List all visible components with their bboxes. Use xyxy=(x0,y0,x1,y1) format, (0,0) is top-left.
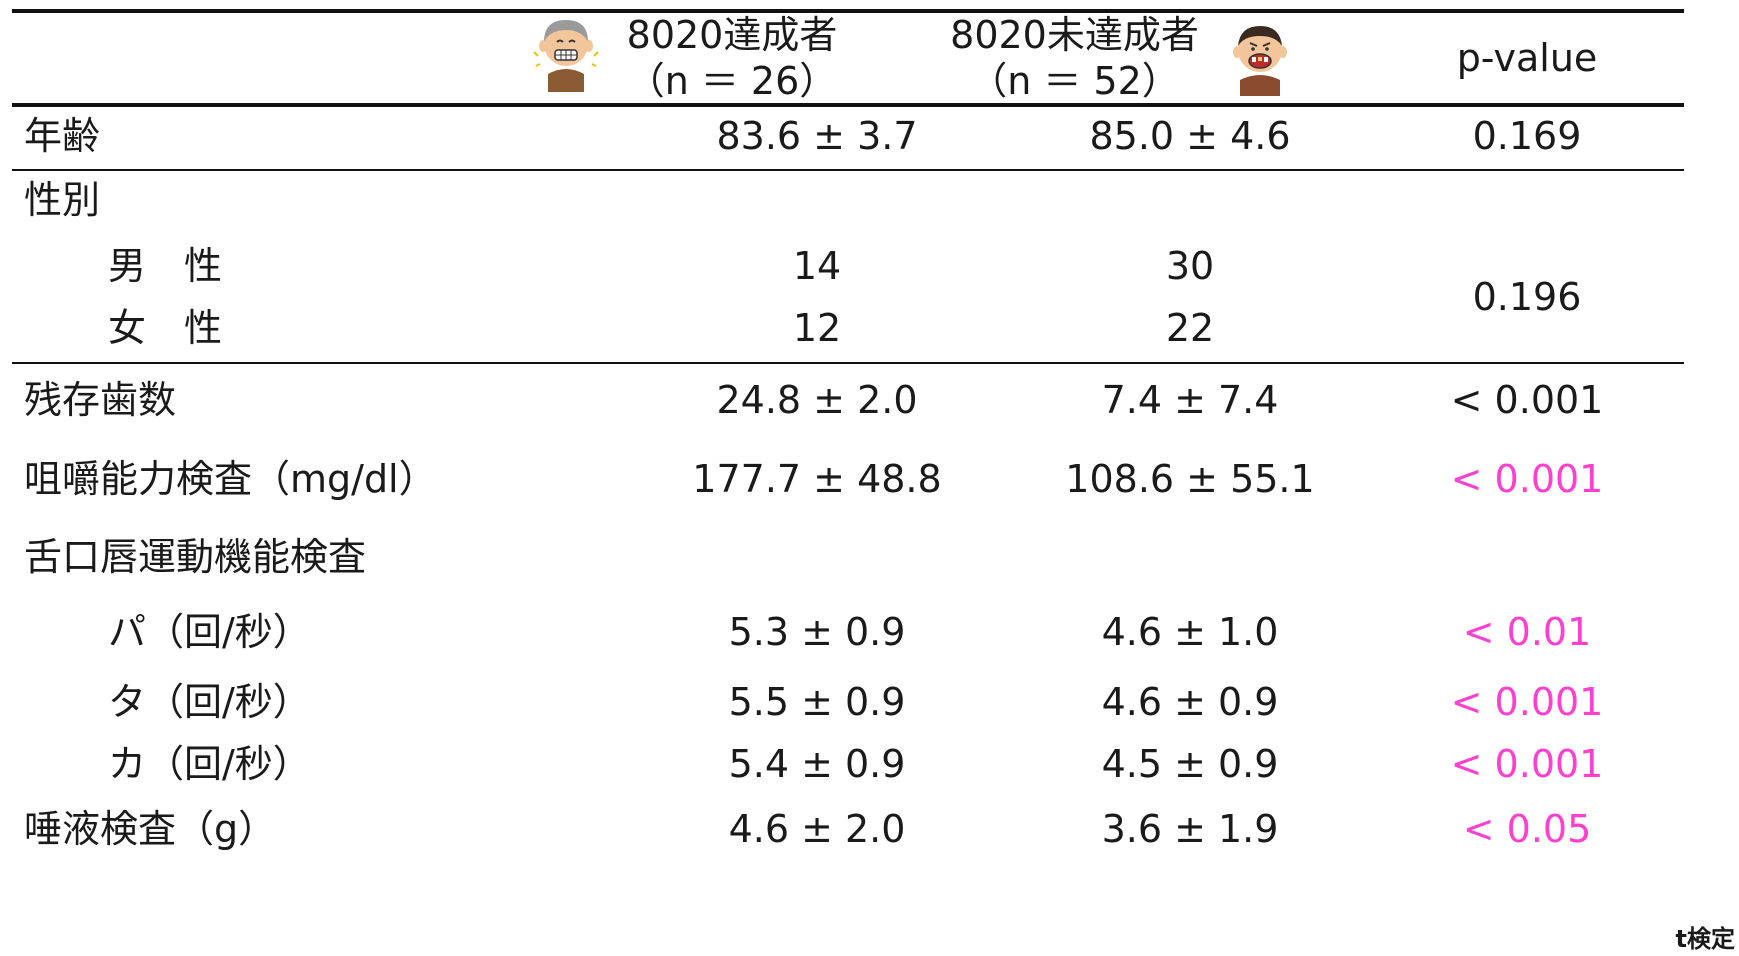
row-label-ka: カ（回/秒） xyxy=(108,742,311,786)
sex-pvalue: 0.196 xyxy=(1472,275,1582,319)
row-label-pa: パ（回/秒） xyxy=(108,610,311,654)
chewing-group1-value: 177.7 ± 48.8 xyxy=(692,457,942,501)
group1-n: （n ＝ 26） xyxy=(626,59,838,103)
worried-man-bad-teeth-icon xyxy=(1233,26,1287,96)
row-label-teeth: 残存歯数 xyxy=(24,378,177,422)
teeth-group1-value: 24.8 ± 2.0 xyxy=(716,378,918,422)
comparison-table: 8020達成者 （n ＝ 26） 8020未達成者 （n ＝ 52） p-val… xyxy=(12,0,1684,956)
pa-group2-value: 4.6 ± 1.0 xyxy=(1101,610,1279,654)
ta-group1-value: 5.5 ± 0.9 xyxy=(728,680,906,724)
age-group2-value: 85.0 ± 4.6 xyxy=(1089,114,1291,158)
group1-header: 8020達成者 （n ＝ 26） xyxy=(612,12,852,104)
group1-label: 8020達成者 xyxy=(626,13,838,57)
teeth-group2-value: 7.4 ± 7.4 xyxy=(1101,378,1279,422)
age-group1-value: 83.6 ± 3.7 xyxy=(716,114,918,158)
row-label-sex: 性別 xyxy=(24,178,101,222)
teeth-pvalue: < 0.001 xyxy=(1450,378,1604,422)
row-divider-sex xyxy=(12,362,1684,364)
row-label-male: 男 性 xyxy=(108,244,223,288)
row-label-chewing: 咀嚼能力検査（mg/dl） xyxy=(24,457,437,501)
pa-group1-value: 5.3 ± 0.9 xyxy=(728,610,906,654)
footnote-test-type: t検定 xyxy=(1675,925,1735,953)
pvalue-header: p-value xyxy=(1456,36,1598,80)
group2-n: （n ＝ 52） xyxy=(969,59,1180,103)
female-group1-value: 12 xyxy=(792,306,842,350)
group2-header: 8020未達成者 （n ＝ 52） xyxy=(937,12,1212,104)
row-label-saliva: 唾液検査（g） xyxy=(24,807,277,851)
smiling-elderly-man-icon xyxy=(533,20,599,92)
header-rule xyxy=(12,103,1684,107)
ta-pvalue: < 0.001 xyxy=(1450,680,1604,724)
pa-pvalue: < 0.01 xyxy=(1462,610,1592,654)
group2-label: 8020未達成者 xyxy=(950,13,1199,57)
ta-group2-value: 4.6 ± 0.9 xyxy=(1101,680,1279,724)
female-group2-value: 22 xyxy=(1165,306,1215,350)
top-rule xyxy=(12,9,1684,13)
ka-group2-value: 4.5 ± 0.9 xyxy=(1101,742,1279,786)
male-group1-value: 14 xyxy=(792,244,842,288)
row-label-age: 年齢 xyxy=(24,114,101,158)
saliva-pvalue: < 0.05 xyxy=(1462,807,1592,851)
row-divider-age xyxy=(12,169,1684,171)
saliva-group1-value: 4.6 ± 2.0 xyxy=(728,807,906,851)
row-label-ta: タ（回/秒） xyxy=(108,680,311,724)
chewing-pvalue: < 0.001 xyxy=(1450,457,1604,501)
male-group2-value: 30 xyxy=(1165,244,1215,288)
age-pvalue: 0.169 xyxy=(1472,114,1582,158)
chewing-group2-value: 108.6 ± 55.1 xyxy=(1065,457,1315,501)
row-label-oral-function: 舌口唇運動機能検査 xyxy=(24,535,367,579)
ka-pvalue: < 0.001 xyxy=(1450,742,1604,786)
ka-group1-value: 5.4 ± 0.9 xyxy=(728,742,906,786)
saliva-group2-value: 3.6 ± 1.9 xyxy=(1101,807,1279,851)
row-label-female: 女 性 xyxy=(108,306,223,350)
